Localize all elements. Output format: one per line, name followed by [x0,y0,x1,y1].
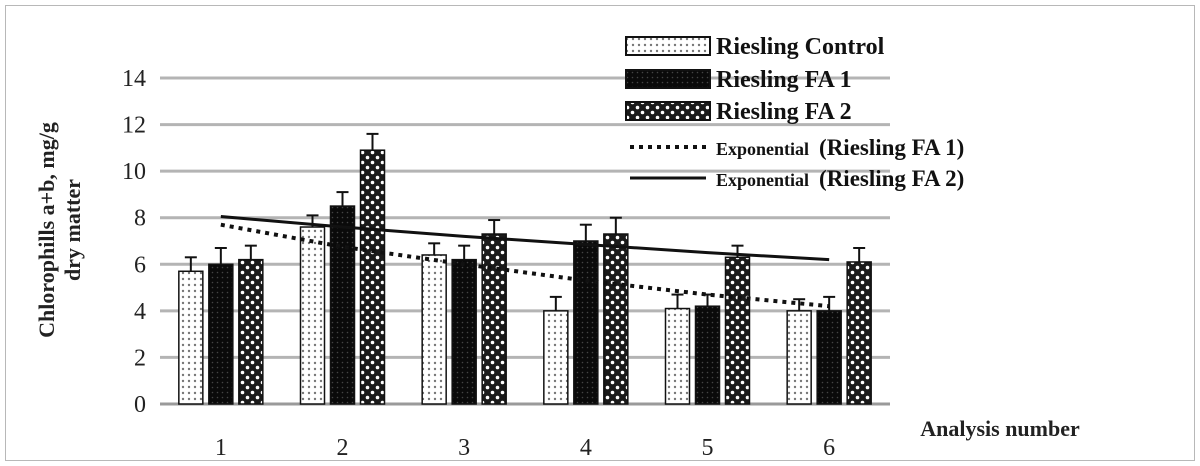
bar-riesling-control-6 [786,310,812,405]
legend-swatch-riesling-fa1 [625,69,711,89]
x-tick-label: 6 [823,435,835,461]
trendline-riesling-fa-2 [220,215,830,262]
y-axis-title-line-2: dry matter [60,179,85,281]
x-tick-label: 2 [337,435,349,461]
y-axis-title-2: dry matter [60,179,85,281]
y-tick-label: 12 [122,113,146,139]
bar-riesling-control-1 [178,270,204,405]
y-tick-label: 14 [122,66,146,92]
bar-riesling-control-5 [664,307,691,405]
bars [178,132,872,405]
x-tick-label: 1 [215,435,227,461]
x-tick-label: 3 [458,435,470,461]
bar-riesling-fa-2-1 [238,258,264,405]
y-axis-title: Chlorophills a+b, mg/g [34,122,59,338]
y-tick-label: 6 [134,252,146,278]
y-tick-label: 8 [134,206,146,232]
bar-riesling-control-4 [543,310,569,405]
trendlines [220,215,830,309]
bar-riesling-fa-2-6 [846,261,872,405]
bar-riesling-control-2 [299,226,326,405]
trendline-riesling-fa-1 [220,222,830,309]
y-axis-ticks: 0 2 4 6 8 10 12 14 [122,66,146,418]
y-tick-label: 2 [134,345,146,371]
legend-label-riesling-control: Riesling Control [716,34,885,60]
bar-riesling-fa-1-4 [573,240,599,405]
bar-riesling-fa-2-2 [359,149,386,405]
bar-riesling-fa-2-3 [481,233,507,405]
x-axis-ticks: 1 2 3 4 5 6 [215,435,835,461]
legend-exp-prefix-fa1: Exponential [716,139,809,159]
legend-label-exponential-fa2: Exponential (Riesling FA 2) [716,166,964,191]
legend-exp-suffix-fa1: (Riesling FA 1) [819,135,964,160]
legend: Riesling Control Riesling FA 1 Riesling … [625,34,964,191]
legend-exp-suffix-fa2: (Riesling FA 2) [819,166,964,191]
bar-riesling-fa-1-5 [694,305,721,405]
bar-riesling-fa-2-5 [724,256,751,405]
bar-riesling-fa-1-6 [816,310,842,405]
y-tick-label: 4 [134,299,146,325]
legend-label-riesling-fa2: Riesling FA 2 [716,99,852,125]
bar-riesling-control-3 [421,254,447,405]
y-tick-label: 0 [134,392,146,418]
bar-riesling-fa-1-2 [329,205,356,405]
legend-label-exponential-fa1: Exponential (Riesling FA 1) [716,135,964,160]
bar-riesling-fa-2-4 [603,233,629,405]
legend-swatch-riesling-fa2 [625,101,711,121]
gridlines [160,76,890,406]
legend-label-riesling-fa1: Riesling FA 1 [716,67,852,93]
x-axis-title: Analysis number [920,416,1080,441]
bar-riesling-fa-1-1 [208,263,234,405]
x-tick-label: 4 [580,435,592,461]
y-tick-label: 10 [122,159,146,185]
legend-swatch-riesling-control [625,36,711,56]
bar-riesling-fa-1-3 [451,258,477,405]
x-tick-label: 5 [702,435,714,461]
legend-exp-prefix-fa2: Exponential [716,170,809,190]
y-axis-title-line-1: Chlorophills a+b, mg/g [34,122,59,338]
